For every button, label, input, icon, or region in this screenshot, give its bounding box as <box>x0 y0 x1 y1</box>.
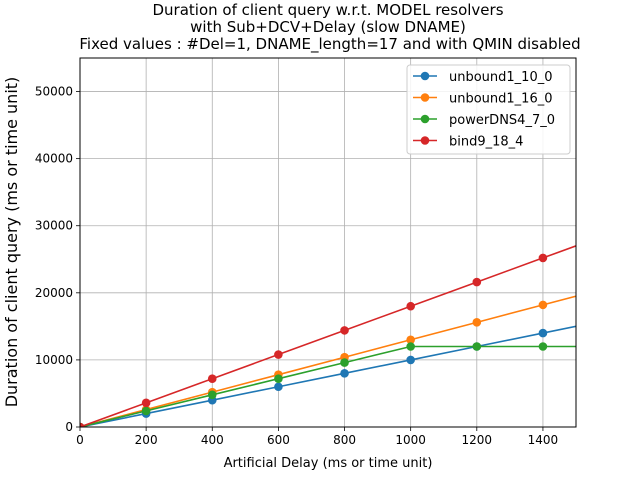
x-tick-label: 800 <box>333 433 356 447</box>
x-tick-label: 1400 <box>528 433 559 447</box>
legend-marker <box>420 93 430 102</box>
data-point <box>472 277 482 287</box>
data-point <box>538 342 548 351</box>
legend-marker <box>420 71 430 81</box>
chart-title-line-3: Fixed values : #Del=1, DNAME_length=17 a… <box>79 35 580 54</box>
y-tick-label: 0 <box>65 420 73 434</box>
data-point <box>340 326 349 335</box>
legend-item: bind9_18_4 <box>413 135 523 150</box>
data-point <box>605 283 614 292</box>
y-tick-label: 50000 <box>35 85 73 99</box>
data-point <box>340 369 349 378</box>
data-point <box>274 350 283 359</box>
chart-title: Duration of client query w.r.t. MODEL re… <box>79 1 580 54</box>
plot-area-frame <box>79 57 577 428</box>
x-tick-label: 400 <box>201 433 224 447</box>
legend-item: unbound1_16_0 <box>413 92 553 107</box>
axes: 0 200 400 600 800 1000 1200 1400 0 10000 20000 3000… <box>35 85 558 447</box>
y-tick-label: 40000 <box>35 152 73 166</box>
x-tick-label: 600 <box>267 433 290 447</box>
data-point <box>141 398 151 408</box>
data-point <box>538 300 548 310</box>
legend-label: unbound1_16_0 <box>449 92 553 107</box>
data-point <box>538 253 548 263</box>
x-axis-label: Artificial Delay (ms or time unit) <box>224 456 433 471</box>
data-point <box>605 342 614 351</box>
data-point <box>472 318 482 327</box>
legend-box <box>406 64 571 155</box>
data-point <box>538 328 548 338</box>
data-point <box>274 374 283 383</box>
data-point <box>207 390 217 400</box>
legend-marker <box>420 114 430 124</box>
data-point <box>340 358 349 367</box>
legend-label: powerDNS4_7_0 <box>449 113 555 128</box>
data-point <box>406 335 415 345</box>
chart-title-line-2: with Sub+DCV+Delay (slow DNAME) <box>190 18 466 36</box>
y-axis-label: Duration of client query (ms or time uni… <box>2 77 21 408</box>
x-tick-label: 1000 <box>395 433 426 447</box>
legend-item: unbound1_10_0 <box>413 70 553 85</box>
y-tick-label: 10000 <box>35 353 73 367</box>
x-tick-label: 200 <box>135 433 158 447</box>
data-point <box>605 229 614 238</box>
data-point <box>141 406 151 416</box>
series-bind9_18_4 <box>80 229 614 427</box>
legend-item: powerDNS4_7_0 <box>413 113 555 128</box>
legend-label: bind9_18_4 <box>449 135 523 150</box>
y-tick-label: 30000 <box>35 219 73 233</box>
data-point <box>406 301 415 311</box>
data-point <box>274 382 283 392</box>
chart-title-line-1: Duration of client query w.r.t. MODEL re… <box>152 1 503 19</box>
x-tick-label: 0 <box>76 433 84 447</box>
series-lines <box>80 229 614 427</box>
legend-label: unbound1_10_0 <box>449 70 553 85</box>
x-tick-label: 1200 <box>462 433 493 447</box>
data-point <box>406 355 415 365</box>
y-tick-label: 20000 <box>35 286 73 300</box>
data-point <box>406 342 415 351</box>
series-powerDNS4_7_0 <box>80 342 614 427</box>
data-point <box>207 374 217 383</box>
data-point <box>80 422 85 427</box>
data-point <box>472 342 482 351</box>
data-point <box>605 315 614 324</box>
legend: unbound1_10_0 unbound1_16_0 powerDNS4_7_0b… <box>406 64 571 155</box>
legend-marker <box>420 136 430 145</box>
